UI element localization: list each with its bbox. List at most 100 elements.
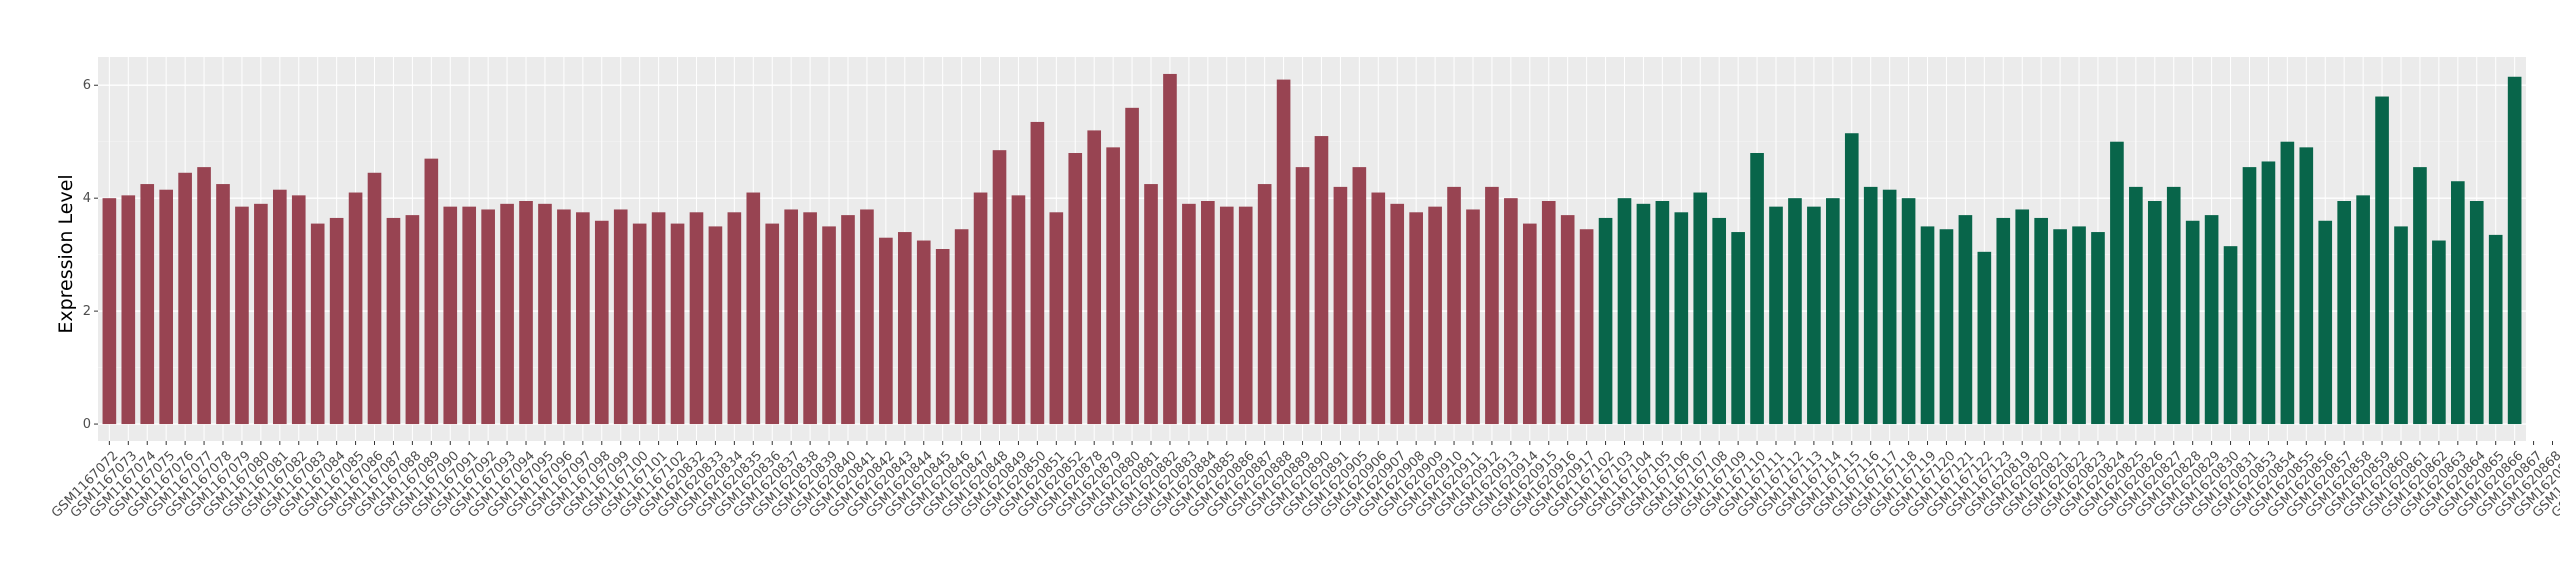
bar-GSM1167111 (1769, 206, 1783, 425)
bar-GSM1167101 (651, 212, 666, 425)
bar-GSM1167075 (159, 189, 173, 425)
bar-GSM1620848 (992, 150, 1007, 425)
bar-GSM1167121 (1958, 215, 1973, 425)
bar-GSM1620885 (1219, 206, 1234, 425)
bar-GSM1620841 (860, 209, 874, 425)
bar-GSM1167082 (291, 195, 306, 425)
bar-GSM1167102 (670, 223, 685, 425)
bar-GSM1167116 (1863, 186, 1878, 425)
bar-GSM1620880 (1125, 107, 1139, 425)
bar-GSM1620860 (2394, 226, 2408, 425)
bar-GSM1167115 (1844, 133, 1859, 425)
bar-GSM1620855 (2299, 147, 2314, 425)
bar-GSM1167091 (462, 206, 477, 425)
bar-GSM1620862 (2432, 240, 2446, 425)
x-axis: GSM1167072GSM1167073GSM1167074GSM1167075… (49, 441, 2560, 521)
bar-GSM1620913 (1504, 198, 1518, 425)
bar-GSM1167083 (310, 223, 325, 425)
bar-GSM1620822 (2072, 226, 2086, 425)
bar-GSM1620857 (2337, 201, 2352, 425)
bar-GSM1620826 (2147, 201, 2162, 425)
bar-GSM1620832 (689, 212, 704, 425)
bar-GSM1167110 (1750, 153, 1764, 425)
bar-GSM1167104 (1636, 203, 1651, 425)
bar-GSM1620821 (2053, 229, 2067, 425)
bar-GSM1620838 (803, 212, 817, 425)
bar-GSM1620909 (1428, 206, 1442, 425)
bar-GSM1620866 (2507, 76, 2522, 425)
bar-GSM1167120 (1939, 229, 1954, 425)
bar-GSM1620864 (2469, 201, 2484, 425)
bar-GSM1167088 (405, 215, 420, 425)
bar-GSM1167118 (1901, 198, 1916, 425)
bar-GSM1167085 (348, 192, 363, 425)
bars (102, 73, 2522, 425)
bar-GSM1620834 (727, 212, 742, 425)
bar-GSM1620830 (2223, 246, 2238, 425)
bar-GSM1167122 (1977, 251, 1992, 425)
bar-GSM1620859 (2375, 96, 2389, 425)
bar-GSM1167076 (178, 172, 192, 425)
bar-GSM1167103 (1617, 198, 1632, 425)
bar-GSM1167096 (557, 209, 571, 425)
bar-GSM1620847 (973, 192, 988, 425)
bar-GSM1167098 (594, 220, 609, 425)
bar-GSM1620819 (2015, 209, 2030, 425)
bar-GSM1620849 (1011, 195, 1026, 425)
bar-GSM1167090 (443, 206, 458, 425)
bar-GSM1620829 (2204, 215, 2219, 425)
bar-GSM1620881 (1144, 184, 1158, 425)
bar-GSM1620820 (2034, 217, 2048, 425)
bar-GSM1167087 (386, 217, 401, 425)
bar-GSM1167094 (519, 201, 533, 425)
bar-GSM1620824 (2110, 141, 2124, 425)
bar-GSM1620835 (746, 192, 761, 425)
bar-GSM1620823 (2091, 232, 2105, 425)
bar-GSM1167102 (1598, 217, 1613, 425)
bar-GSM1620837 (784, 209, 798, 425)
bar-GSM1620908 (1409, 212, 1423, 425)
y-tick-label: 6 (83, 78, 91, 93)
bar-GSM1620907 (1390, 203, 1405, 425)
bar-GSM1620905 (1352, 167, 1367, 425)
bar-GSM1167114 (1826, 198, 1840, 425)
bar-GSM1620825 (2129, 186, 2143, 425)
bar-GSM1167078 (216, 184, 230, 425)
bar-GSM1167097 (576, 212, 590, 425)
bar-GSM1620911 (1466, 209, 1480, 425)
bar-GSM1167079 (235, 206, 249, 425)
bar-GSM1167072 (102, 198, 117, 425)
bar-GSM1620887 (1257, 184, 1272, 425)
bar-GSM1620917 (1579, 229, 1594, 425)
bar-GSM1620845 (935, 249, 950, 425)
bar-GSM1620879 (1106, 147, 1120, 425)
bar-GSM1620846 (954, 229, 969, 425)
bar-GSM1167108 (1712, 217, 1727, 425)
bar-GSM1620844 (916, 240, 931, 425)
bar-GSM1620889 (1295, 167, 1310, 425)
bar-GSM1167093 (500, 203, 514, 425)
bar-GSM1620884 (1201, 201, 1215, 425)
bar-GSM1167106 (1674, 212, 1689, 425)
bar-GSM1620861 (2413, 167, 2427, 425)
bar-GSM1620915 (1541, 201, 1556, 425)
bar-GSM1167089 (424, 158, 439, 425)
bar-GSM1620831 (2242, 167, 2257, 425)
bar-GSM1167099 (613, 209, 628, 425)
bar-GSM1167077 (197, 167, 211, 425)
bar-GSM1620914 (1522, 223, 1537, 425)
bar-GSM1620854 (2280, 141, 2295, 425)
y-tick-label: 2 (83, 304, 91, 319)
bar-GSM1167074 (140, 184, 155, 425)
y-axis: 0 2 4 6 (83, 78, 98, 432)
y-axis-title: Expression Level (55, 174, 77, 333)
bar-GSM1620883 (1182, 203, 1196, 425)
bar-GSM1167100 (632, 223, 647, 425)
bar-GSM1167109 (1731, 232, 1745, 425)
bar-GSM1167080 (254, 203, 268, 425)
y-tick-label: 0 (83, 417, 91, 432)
bar-GSM1620916 (1560, 215, 1575, 425)
bar-GSM1620840 (841, 215, 855, 425)
bar-GSM1620827 (2166, 186, 2181, 425)
bar-GSM1620833 (708, 226, 723, 425)
